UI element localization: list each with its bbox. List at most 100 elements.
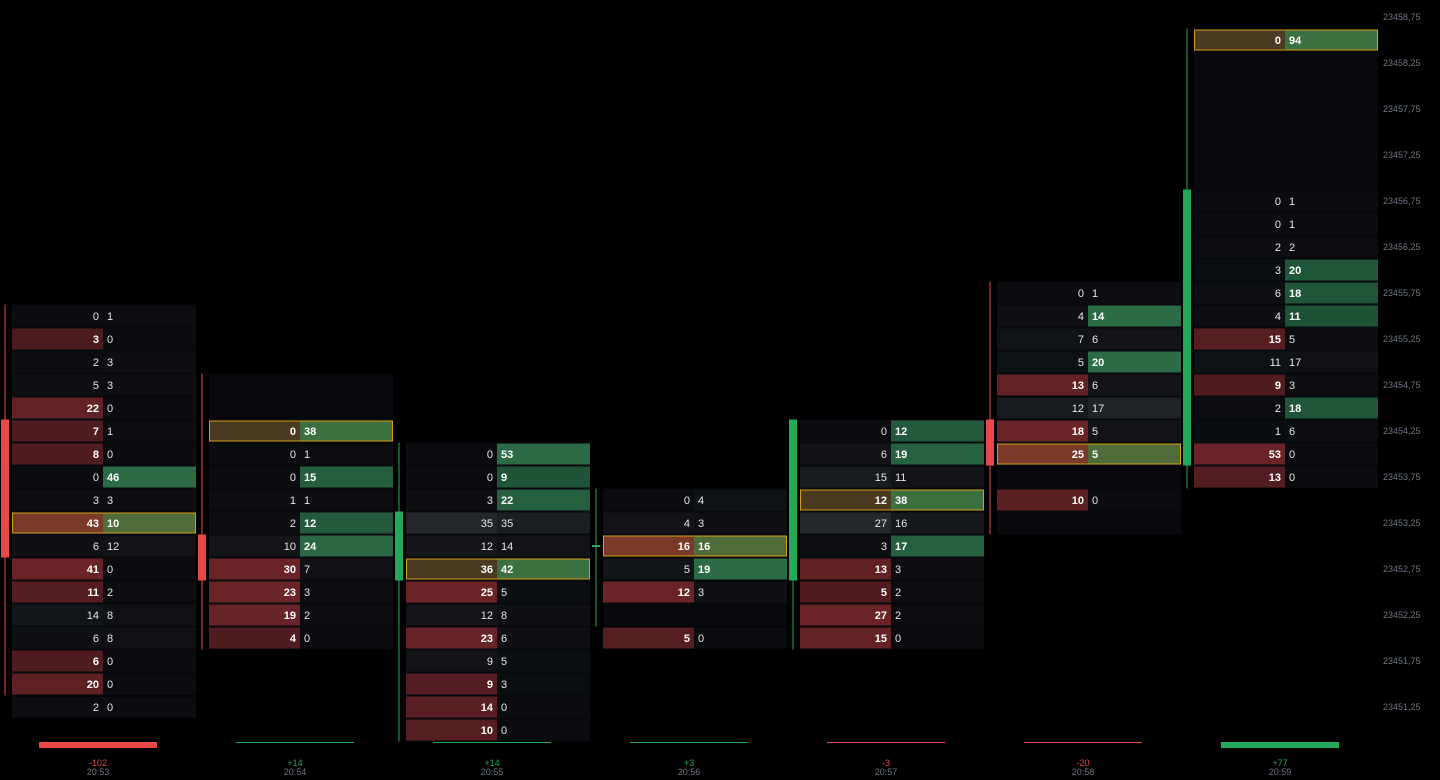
bid-cell	[603, 558, 694, 580]
ask-cell	[1088, 305, 1181, 327]
ask-cell	[103, 351, 196, 373]
bid-cell	[1194, 466, 1285, 488]
ask-volume: 1	[1092, 288, 1098, 300]
bid-volume: 36	[481, 564, 493, 576]
footprint-row: 2 18	[1194, 397, 1378, 419]
bid-cell	[800, 420, 891, 442]
footprint-row: 3 20	[1194, 259, 1378, 281]
delta-label: +3	[684, 758, 694, 768]
bid-cell	[997, 328, 1088, 350]
ask-cell	[103, 420, 196, 442]
ask-cell	[103, 604, 196, 626]
ask-volume: 3	[698, 518, 704, 530]
bid-cell	[1194, 259, 1285, 281]
footprint-row: 41 0	[12, 558, 196, 580]
price-label: 23458,25	[1383, 58, 1421, 68]
bid-cell	[209, 512, 300, 534]
ask-volume: 16	[698, 541, 710, 553]
price-label: 23455,75	[1383, 288, 1421, 298]
poc-ask-cell	[694, 535, 787, 557]
bid-cell	[997, 420, 1088, 442]
poc-bid-cell	[1194, 29, 1285, 51]
bid-cell	[406, 443, 497, 465]
ask-volume: 0	[107, 403, 113, 415]
poc-border	[1194, 29, 1378, 51]
ask-volume: 1	[1289, 219, 1295, 231]
bid-volume: 0	[1078, 288, 1084, 300]
ask-cell	[300, 466, 393, 488]
footprint-row: 6 12	[12, 535, 196, 557]
bid-cell	[997, 305, 1088, 327]
ask-volume: 17	[895, 541, 907, 553]
bid-cell	[406, 512, 497, 534]
bid-cell	[406, 604, 497, 626]
candle-body	[789, 419, 797, 581]
footprint-row: 23 3	[209, 581, 393, 603]
footprint-row: 27 2	[800, 604, 984, 626]
footprint-row: 6 19	[800, 443, 984, 465]
ask-volume: 2	[1289, 242, 1295, 254]
bar-backdrop	[1194, 28, 1378, 489]
bid-cell	[12, 696, 103, 718]
ask-volume: 2	[895, 610, 901, 622]
ask-cell	[300, 604, 393, 626]
bid-cell	[997, 282, 1088, 304]
bid-volume: 8	[93, 449, 99, 461]
ask-cell	[694, 558, 787, 580]
bid-cell	[997, 489, 1088, 511]
ask-volume: 42	[501, 564, 513, 576]
bid-volume: 13	[1269, 472, 1281, 484]
bid-volume: 3	[93, 334, 99, 346]
bid-cell	[209, 443, 300, 465]
ask-volume: 3	[501, 679, 507, 691]
bid-volume: 0	[93, 311, 99, 323]
bid-volume: 2	[1275, 403, 1281, 415]
footprint-row: 18 5	[997, 420, 1181, 442]
ask-cell	[103, 328, 196, 350]
ask-cell	[497, 443, 590, 465]
ask-cell	[1285, 259, 1378, 281]
time-label: 20:53	[87, 767, 110, 777]
price-label: 23453,25	[1383, 518, 1421, 528]
ask-volume: 5	[501, 587, 507, 599]
ask-volume: 3	[107, 380, 113, 392]
bid-volume: 2	[93, 357, 99, 369]
delta-bar	[1024, 742, 1142, 743]
footprint-row: 11 2	[12, 581, 196, 603]
ask-volume: 10	[107, 518, 119, 530]
ask-volume: 53	[501, 449, 513, 461]
footprint-row: 0 53	[406, 443, 590, 465]
ask-volume: 5	[1092, 426, 1098, 438]
bid-cell	[1194, 213, 1285, 235]
ask-volume: 46	[107, 472, 119, 484]
bid-volume: 6	[1275, 288, 1281, 300]
ask-cell	[1285, 466, 1378, 488]
bid-cell	[1194, 282, 1285, 304]
bid-cell	[800, 558, 891, 580]
poc-ask-cell	[1285, 29, 1378, 51]
time-label: 20:58	[1072, 767, 1095, 777]
ask-volume: 16	[895, 518, 907, 530]
ask-cell	[694, 489, 787, 511]
ask-cell	[891, 535, 984, 557]
ask-cell	[300, 627, 393, 649]
ask-volume: 1	[107, 311, 113, 323]
ask-volume: 0	[698, 633, 704, 645]
bid-volume: 0	[290, 449, 296, 461]
bid-volume: 12	[875, 495, 887, 507]
price-label: 23451,75	[1383, 656, 1421, 666]
footprint-row: 25 5	[997, 443, 1181, 465]
ask-cell	[1285, 282, 1378, 304]
bid-cell	[12, 443, 103, 465]
